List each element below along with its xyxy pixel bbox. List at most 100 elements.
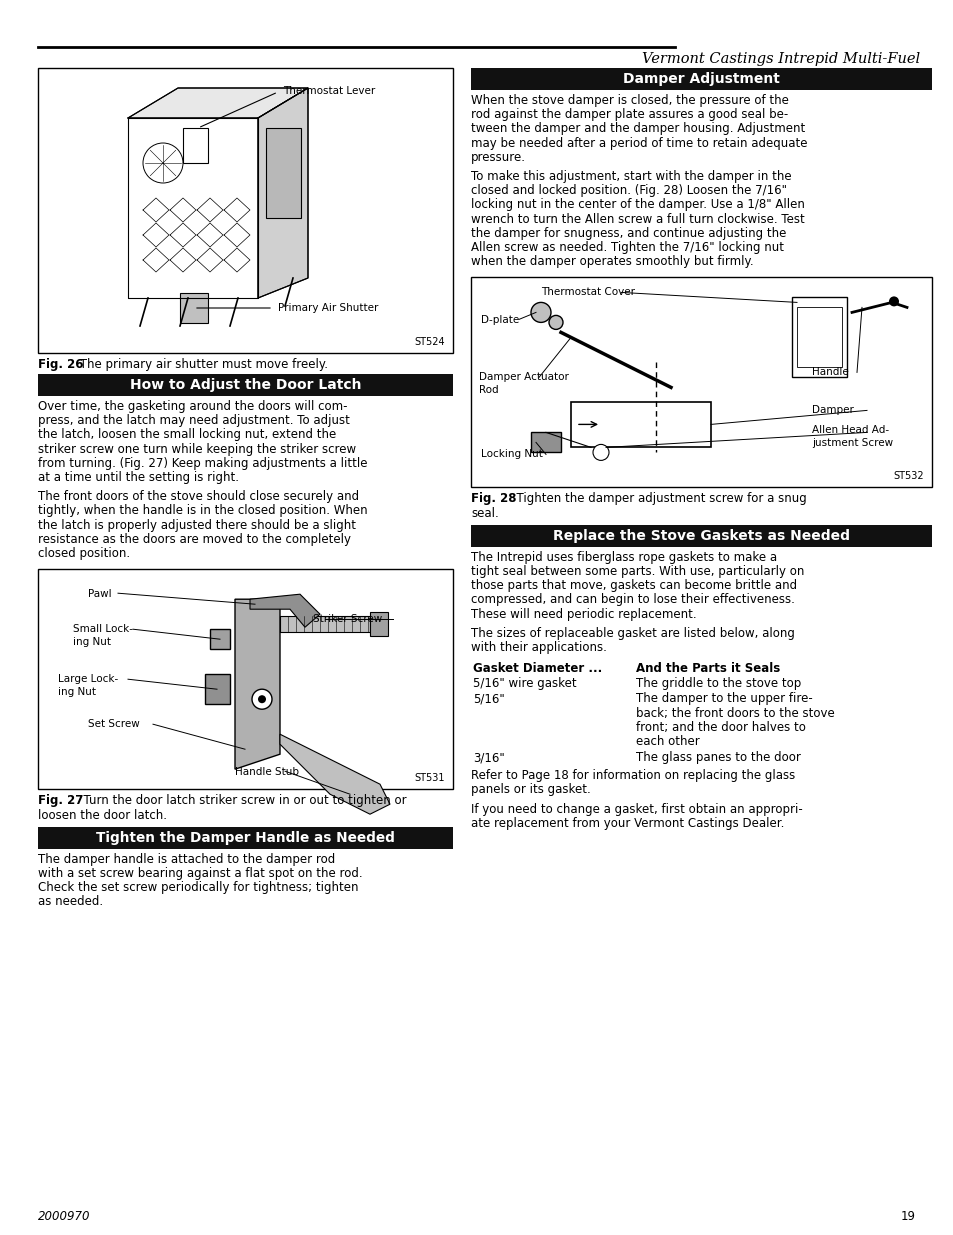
Text: locking nut in the center of the damper. Use a 1/8" Allen: locking nut in the center of the damper.… — [471, 199, 804, 211]
Bar — [471, 525, 931, 547]
Text: Pawl: Pawl — [88, 589, 112, 599]
Text: Replace the Stove Gaskets as Needed: Replace the Stove Gaskets as Needed — [553, 529, 849, 543]
Text: The damper to the upper fire-: The damper to the upper fire- — [636, 693, 812, 705]
Polygon shape — [250, 594, 319, 627]
Text: wrench to turn the Allen screw a full turn clockwise. Test: wrench to turn the Allen screw a full tu… — [471, 212, 804, 226]
Text: Gasket Diameter ...: Gasket Diameter ... — [473, 662, 601, 676]
Text: Turn the door latch striker screw in or out to tighten or: Turn the door latch striker screw in or … — [76, 794, 406, 808]
Polygon shape — [128, 88, 308, 119]
Text: Allen Head Ad-: Allen Head Ad- — [811, 425, 888, 436]
Text: D-plate: D-plate — [480, 315, 518, 325]
Text: tightly, when the handle is in the closed position. When: tightly, when the handle is in the close… — [38, 504, 367, 517]
Text: front; and the door halves to: front; and the door halves to — [636, 721, 805, 734]
Circle shape — [593, 445, 608, 461]
Text: the latch, loosen the small locking nut, extend the: the latch, loosen the small locking nut,… — [38, 429, 335, 441]
Text: How to Adjust the Door Latch: How to Adjust the Door Latch — [130, 378, 361, 391]
Text: Fig. 27: Fig. 27 — [38, 794, 83, 808]
Text: Handle Stub: Handle Stub — [234, 767, 298, 777]
Text: Rod: Rod — [478, 385, 498, 395]
Text: The primary air shutter must move freely.: The primary air shutter must move freely… — [76, 358, 328, 370]
Bar — [266, 128, 301, 219]
Text: seal.: seal. — [471, 506, 498, 520]
Text: 5/16": 5/16" — [473, 693, 504, 705]
Text: ing Nut: ing Nut — [73, 637, 111, 647]
Text: To make this adjustment, start with the damper in the: To make this adjustment, start with the … — [471, 170, 791, 183]
Text: panels or its gasket.: panels or its gasket. — [471, 783, 590, 797]
Text: resistance as the doors are moved to the completely: resistance as the doors are moved to the… — [38, 532, 351, 546]
Circle shape — [888, 296, 898, 306]
Text: Small Lock-: Small Lock- — [73, 624, 132, 635]
Circle shape — [257, 695, 266, 703]
Text: Set Screw: Set Screw — [88, 719, 139, 729]
Text: Refer to Page 18 for information on replacing the glass: Refer to Page 18 for information on repl… — [471, 769, 795, 782]
Text: Damper: Damper — [811, 405, 853, 415]
Circle shape — [252, 689, 272, 709]
Text: each other: each other — [636, 735, 699, 748]
Text: If you need to change a gasket, first obtain an appropri-: If you need to change a gasket, first ob… — [471, 803, 801, 815]
Bar — [38, 826, 453, 848]
Text: 19: 19 — [900, 1210, 915, 1223]
Text: Primary Air Shutter: Primary Air Shutter — [277, 303, 378, 312]
Text: the damper for snugness, and continue adjusting the: the damper for snugness, and continue ad… — [471, 227, 785, 240]
Text: ing Nut: ing Nut — [58, 687, 96, 698]
Text: Thermostat Lever: Thermostat Lever — [283, 86, 375, 96]
Text: Thermostat Cover: Thermostat Cover — [540, 288, 635, 298]
Circle shape — [531, 303, 551, 322]
Text: The Intrepid uses fiberglass rope gaskets to make a: The Intrepid uses fiberglass rope gasket… — [471, 551, 777, 564]
Text: striker screw one turn while keeping the striker screw: striker screw one turn while keeping the… — [38, 442, 355, 456]
Bar — [38, 68, 453, 353]
Text: Vermont Castings Intrepid Multi-Fuel: Vermont Castings Intrepid Multi-Fuel — [641, 52, 919, 65]
Text: may be needed after a period of time to retain adequate: may be needed after a period of time to … — [471, 137, 806, 149]
Text: 3/16": 3/16" — [473, 751, 504, 764]
Text: with their applications.: with their applications. — [471, 641, 606, 655]
Text: Striker Screw: Striker Screw — [313, 614, 382, 624]
Bar — [571, 403, 710, 447]
Text: from turning. (Fig. 27) Keep making adjustments a little: from turning. (Fig. 27) Keep making adju… — [38, 457, 367, 469]
Text: as needed.: as needed. — [38, 895, 103, 908]
Text: And the Parts it Seals: And the Parts it Seals — [636, 662, 780, 676]
Text: pressure.: pressure. — [471, 151, 525, 164]
Text: press, and the latch may need adjustment. To adjust: press, and the latch may need adjustment… — [38, 414, 350, 427]
Bar — [791, 298, 846, 378]
Text: The griddle to the stove top: The griddle to the stove top — [636, 677, 801, 690]
Circle shape — [548, 315, 562, 330]
Text: The front doors of the stove should close securely and: The front doors of the stove should clos… — [38, 490, 358, 503]
Bar — [531, 432, 560, 452]
Text: 5/16" wire gasket: 5/16" wire gasket — [473, 677, 576, 690]
Text: tight seal between some parts. With use, particularly on: tight seal between some parts. With use,… — [471, 566, 803, 578]
Text: rod against the damper plate assures a good seal be-: rod against the damper plate assures a g… — [471, 109, 787, 121]
Text: ST524: ST524 — [414, 337, 444, 347]
Text: at a time until the setting is right.: at a time until the setting is right. — [38, 471, 239, 484]
Text: justment Screw: justment Screw — [811, 438, 892, 448]
Bar — [471, 278, 931, 488]
Bar — [796, 308, 841, 367]
Text: The sizes of replaceable gasket are listed below, along: The sizes of replaceable gasket are list… — [471, 627, 794, 640]
Bar — [205, 674, 230, 704]
Text: Handle: Handle — [811, 367, 848, 378]
Text: Large Lock-: Large Lock- — [58, 674, 118, 684]
Text: Check the set screw periodically for tightness; tighten: Check the set screw periodically for tig… — [38, 881, 358, 894]
Polygon shape — [234, 599, 280, 769]
Text: ST532: ST532 — [892, 472, 923, 482]
Text: When the stove damper is closed, the pressure of the: When the stove damper is closed, the pre… — [471, 94, 788, 107]
Polygon shape — [280, 734, 390, 814]
Text: compressed, and can begin to lose their effectiveness.: compressed, and can begin to lose their … — [471, 594, 794, 606]
Text: These will need periodic replacement.: These will need periodic replacement. — [471, 608, 696, 621]
Bar — [183, 128, 208, 163]
Text: The glass panes to the door: The glass panes to the door — [636, 751, 800, 764]
Text: Over time, the gasketing around the doors will com-: Over time, the gasketing around the door… — [38, 400, 347, 412]
Text: Damper Adjustment: Damper Adjustment — [622, 72, 780, 86]
Text: with a set screw bearing against a flat spot on the rod.: with a set screw bearing against a flat … — [38, 867, 362, 879]
Text: ST531: ST531 — [414, 773, 444, 783]
Bar — [38, 569, 453, 789]
Text: Allen screw as needed. Tighten the 7/16" locking nut: Allen screw as needed. Tighten the 7/16"… — [471, 241, 783, 254]
Text: Damper Actuator: Damper Actuator — [478, 373, 568, 383]
Text: back; the front doors to the stove: back; the front doors to the stove — [636, 706, 834, 720]
Text: closed position.: closed position. — [38, 547, 130, 559]
Bar — [38, 374, 453, 396]
Text: Locking Nut: Locking Nut — [480, 450, 542, 459]
Text: Fig. 28: Fig. 28 — [471, 493, 516, 505]
Text: 2000970: 2000970 — [38, 1210, 91, 1223]
Text: when the damper operates smoothly but firmly.: when the damper operates smoothly but fi… — [471, 256, 753, 268]
Text: Fig. 26: Fig. 26 — [38, 358, 84, 370]
